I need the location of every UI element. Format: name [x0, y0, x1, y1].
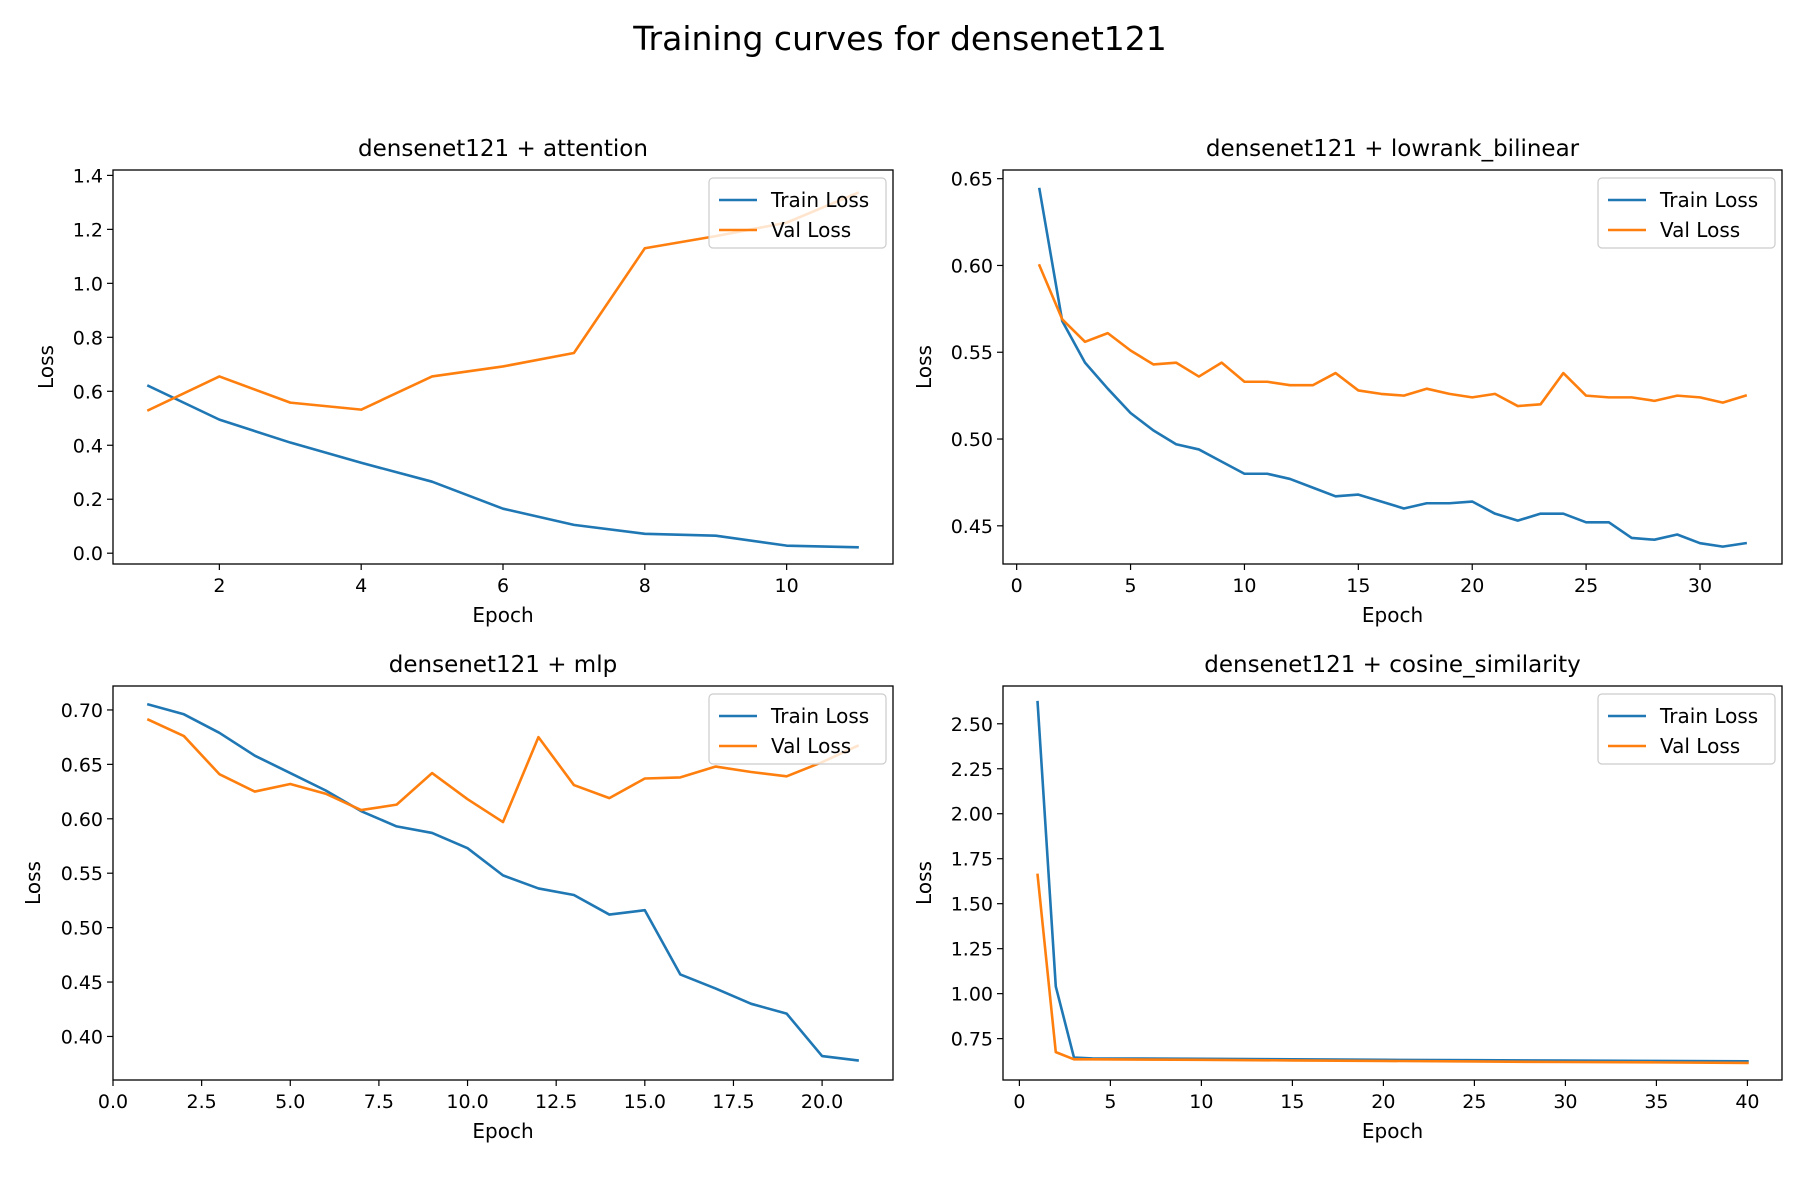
y-tick-label: 1.2 — [73, 219, 103, 241]
y-tick-label: 0.45 — [951, 516, 993, 538]
legend: Train Loss Val Loss — [708, 693, 887, 765]
y-tick-label: 0.4 — [73, 435, 103, 457]
x-axis-label: Epoch — [1362, 603, 1423, 627]
x-tick-label: 8 — [639, 575, 651, 597]
x-tick-label: 17.5 — [712, 1091, 754, 1113]
y-tick-label: 0.65 — [61, 754, 103, 776]
y-tick-label: 2.00 — [951, 804, 993, 826]
axes-frame — [1002, 685, 1783, 1081]
x-tick-label: 30 — [1553, 1091, 1577, 1113]
series-line-val — [146, 718, 860, 824]
y-tick-label: 1.75 — [951, 849, 993, 871]
x-tick-label: 5 — [1125, 575, 1137, 597]
y-tick-label: 0.60 — [61, 809, 103, 831]
x-tick-label: 40 — [1735, 1091, 1759, 1113]
series-line-val — [1037, 263, 1748, 408]
legend: Train Loss Val Loss — [708, 177, 887, 249]
y-tick-label: 0.0 — [73, 543, 103, 565]
subplot-1: densenet121 + attention 2 4 6 8 10 0.0 0.2 0.4 0.… — [34, 136, 894, 627]
x-tick-label: 20 — [1371, 1091, 1395, 1113]
y-tick-label: 0.70 — [61, 700, 103, 722]
y-tick-label: 0.60 — [951, 255, 993, 277]
subplot-title: densenet121 + mlp — [389, 652, 617, 678]
x-tick-label: 15 — [1280, 1091, 1304, 1113]
x-axis-label: Epoch — [1362, 1119, 1423, 1143]
y-tick-label: 2.25 — [951, 759, 993, 781]
y-tick-label: 1.00 — [951, 984, 993, 1006]
y-tick-label: 1.4 — [73, 165, 103, 187]
x-tick-label: 6 — [497, 575, 509, 597]
legend-label: Val Loss — [771, 734, 851, 758]
y-tick-label: 0.2 — [73, 489, 103, 511]
y-axis-label: Loss — [34, 345, 58, 389]
subplot-3: densenet121 + mlp 0.0 2.5 5.0 7.5 10.0 12.5 15.… — [21, 652, 894, 1143]
y-tick-label: 0.40 — [61, 1026, 103, 1048]
x-tick-label: 20.0 — [801, 1091, 843, 1113]
subplot-title: densenet121 + lowrank_bilinear — [1206, 136, 1580, 162]
legend: Train Loss Val Loss — [1597, 177, 1776, 249]
y-tick-label: 1.25 — [951, 939, 993, 961]
subplot-4: densenet121 + cosine_similarity 0 5 10 15 20 2… — [912, 652, 1783, 1143]
x-tick-label: 0.0 — [98, 1091, 128, 1113]
x-tick-label: 15 — [1346, 575, 1370, 597]
x-tick-label: 0 — [1011, 575, 1023, 597]
x-tick-label: 15.0 — [624, 1091, 666, 1113]
legend-label: Val Loss — [1660, 734, 1740, 758]
x-tick-label: 4 — [355, 575, 367, 597]
x-tick-label: 0 — [1013, 1091, 1025, 1113]
legend-label: Train Loss — [1659, 188, 1758, 212]
x-tick-label: 10 — [1189, 1091, 1213, 1113]
legend-label: Train Loss — [770, 188, 869, 212]
legend-label: Val Loss — [1660, 218, 1740, 242]
x-tick-label: 7.5 — [364, 1091, 394, 1113]
y-tick-label: 0.50 — [61, 918, 103, 940]
subplot-title: densenet121 + attention — [358, 136, 648, 162]
y-tick-label: 2.50 — [951, 714, 993, 736]
x-tick-label: 10.0 — [446, 1091, 488, 1113]
y-tick-label: 1.0 — [73, 273, 103, 295]
x-axis-label: Epoch — [472, 603, 533, 627]
x-tick-label: 2 — [213, 575, 225, 597]
y-tick-label: 1.50 — [951, 894, 993, 916]
subplot-2: densenet121 + lowrank_bilinear 0 5 10 15 20 25… — [912, 136, 1783, 627]
series-line-train — [146, 702, 859, 1062]
x-tick-label: 2.5 — [187, 1091, 217, 1113]
y-tick-label: 0.8 — [73, 327, 103, 349]
x-tick-label: 20 — [1460, 575, 1484, 597]
y-axis-label: Loss — [912, 345, 936, 389]
subplot-title: densenet121 + cosine_similarity — [1204, 652, 1580, 678]
y-axis-label: Loss — [912, 861, 936, 905]
x-tick-label: 25 — [1462, 1091, 1486, 1113]
y-tick-label: 0.65 — [951, 169, 993, 191]
axes-frame — [1002, 169, 1783, 565]
y-tick-label: 0.6 — [73, 381, 103, 403]
y-axis-label: Loss — [21, 861, 45, 905]
series-line-train — [1037, 187, 1748, 548]
x-axis-label: Epoch — [472, 1119, 533, 1143]
x-tick-label: 25 — [1574, 575, 1598, 597]
series-line-val — [1036, 873, 1749, 1065]
x-tick-label: 10 — [775, 575, 799, 597]
legend-label: Train Loss — [770, 704, 869, 728]
legend-label: Train Loss — [1659, 704, 1758, 728]
legend-label: Val Loss — [771, 218, 851, 242]
x-tick-label: 12.5 — [535, 1091, 577, 1113]
y-tick-label: 0.45 — [61, 972, 103, 994]
x-tick-label: 35 — [1644, 1091, 1668, 1113]
legend: Train Loss Val Loss — [1597, 693, 1776, 765]
x-tick-label: 30 — [1688, 575, 1712, 597]
y-tick-label: 0.55 — [61, 863, 103, 885]
x-tick-label: 5.0 — [275, 1091, 305, 1113]
axes-frame — [112, 685, 894, 1081]
figure-title: Training curves for densenet121 — [632, 19, 1167, 58]
y-tick-label: 0.55 — [951, 342, 993, 364]
y-tick-label: 0.50 — [951, 429, 993, 451]
series-line-train — [146, 384, 859, 549]
x-tick-label: 5 — [1104, 1091, 1116, 1113]
x-tick-label: 10 — [1232, 575, 1256, 597]
y-tick-label: 0.75 — [951, 1029, 993, 1051]
